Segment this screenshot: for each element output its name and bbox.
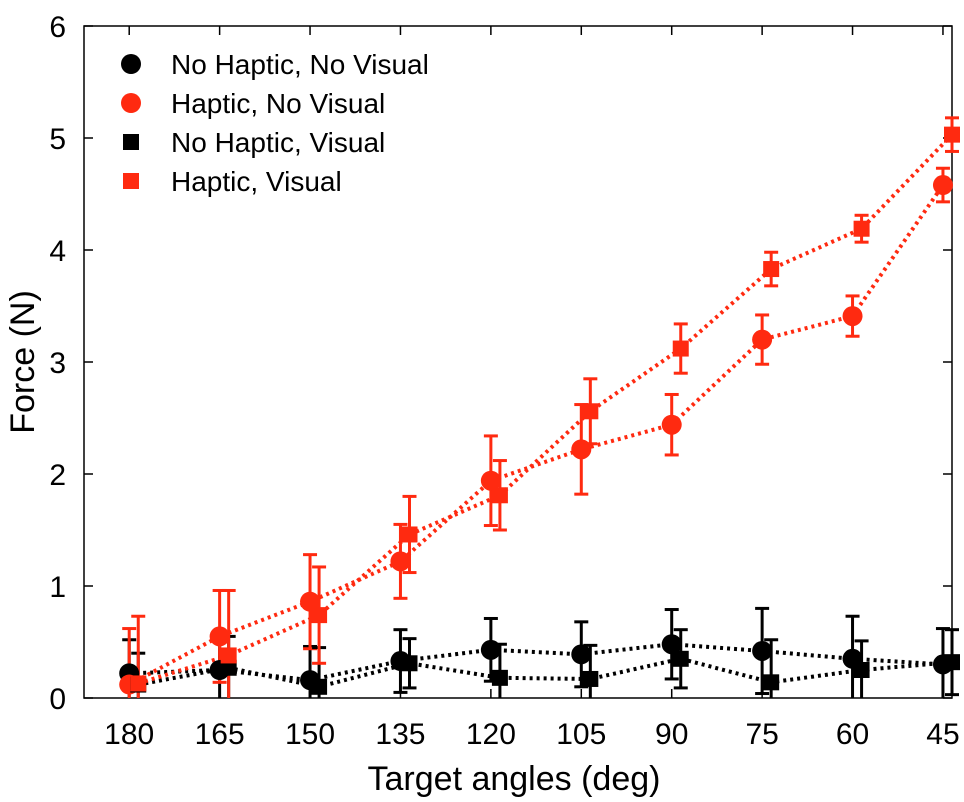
- legend-marker: [123, 134, 139, 150]
- y-tick-label: 1: [49, 571, 66, 604]
- x-tick-label: 180: [104, 718, 154, 751]
- data-point: [661, 414, 682, 435]
- legend-entry-label: Haptic, No Visual: [171, 88, 385, 119]
- data-point: [300, 591, 321, 612]
- x-tick-label: 165: [195, 718, 245, 751]
- x-tick-label: 75: [745, 718, 778, 751]
- x-tick-label: 150: [285, 718, 335, 751]
- data-point: [220, 659, 237, 676]
- data-point: [853, 220, 870, 237]
- x-tick-label: 45: [926, 718, 959, 751]
- data-point: [571, 439, 592, 460]
- data-point: [571, 644, 592, 665]
- y-axis-label: Force (N): [4, 290, 42, 434]
- legend-entry-label: Haptic, Visual: [171, 166, 342, 197]
- series-line: [137, 133, 954, 686]
- data-point: [853, 662, 870, 678]
- series-line: [137, 656, 953, 689]
- data-point: [672, 340, 689, 357]
- legend-marker: [121, 54, 141, 74]
- data-point: [311, 678, 328, 695]
- data-point: [130, 675, 147, 692]
- data-point: [932, 175, 953, 196]
- data-point: [752, 329, 773, 350]
- data-point: [491, 487, 508, 504]
- legend-marker: [123, 173, 139, 189]
- data-point: [480, 639, 501, 660]
- data-point: [220, 647, 237, 664]
- legend-marker: [121, 93, 141, 113]
- y-tick-label: 2: [49, 459, 66, 492]
- data-point: [582, 670, 599, 687]
- series-line: [129, 642, 944, 683]
- y-tick-label: 4: [49, 235, 66, 268]
- series-line: [128, 183, 945, 687]
- x-tick-label: 105: [556, 718, 606, 751]
- data-point: [491, 669, 508, 686]
- x-tick-label: 135: [375, 718, 425, 751]
- legend-entry-label: No Haptic, Visual: [171, 127, 385, 158]
- legend-entry-label: No Haptic, No Visual: [171, 49, 429, 80]
- data-point: [311, 607, 328, 624]
- data-point: [763, 261, 780, 278]
- data-point: [390, 551, 411, 572]
- x-tick-label: 90: [655, 718, 688, 751]
- y-tick-label: 0: [49, 683, 66, 716]
- x-tick-label: 60: [836, 718, 869, 751]
- data-point: [842, 306, 863, 327]
- y-tick-label: 6: [49, 11, 66, 44]
- legend: No Haptic, No Visual Haptic, No Visual No …: [121, 49, 429, 197]
- y-tick-label: 3: [49, 347, 66, 380]
- x-axis-label: Target angles (deg): [368, 760, 661, 798]
- data-point: [661, 634, 682, 655]
- y-tick-label: 5: [49, 123, 66, 156]
- data-point: [752, 640, 773, 661]
- data-point: [944, 126, 960, 143]
- data-point: [582, 403, 599, 420]
- data-point: [209, 626, 230, 647]
- data-point: [480, 470, 501, 491]
- data-point: [763, 674, 780, 691]
- data-point: [944, 654, 960, 671]
- data-point: [401, 655, 418, 672]
- data-point: [672, 650, 689, 667]
- x-tick-label: 120: [466, 718, 516, 751]
- data-point: [401, 526, 418, 543]
